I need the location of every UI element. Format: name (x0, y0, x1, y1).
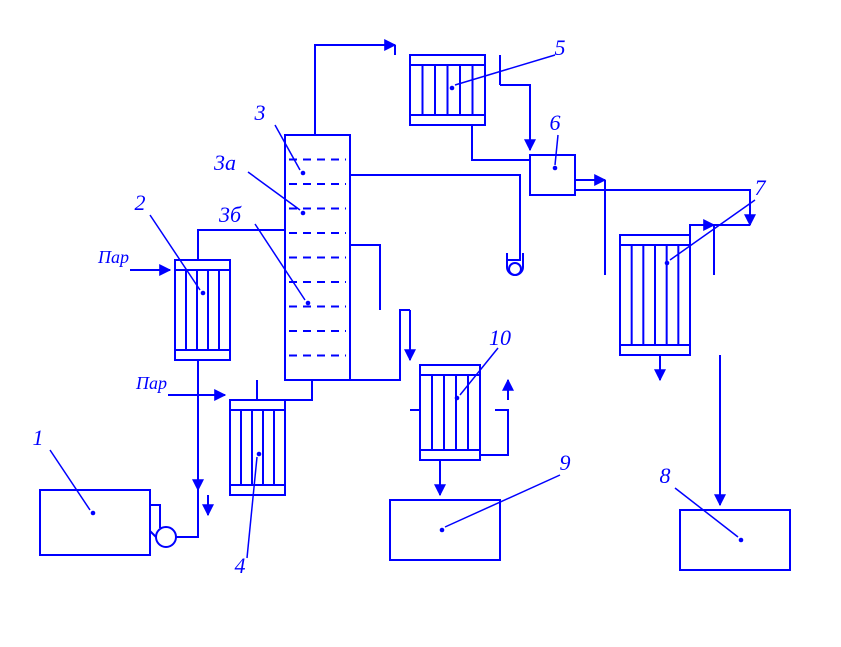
connector (350, 310, 410, 380)
connector (176, 360, 198, 537)
leader-dot-n2 (201, 291, 206, 296)
leader-dot-n7 (665, 261, 670, 266)
leader-dot-n1 (91, 511, 96, 516)
label-n2: 2 (135, 190, 146, 215)
label-n9: 9 (560, 450, 571, 475)
tank8 (680, 510, 790, 570)
leader-dot-n8 (739, 538, 744, 543)
label-n8: 8 (660, 463, 671, 488)
connector (350, 245, 380, 310)
connector (575, 190, 750, 225)
leader-dot-n3a (301, 211, 306, 216)
connector (315, 45, 395, 135)
leader-dot-n4 (257, 452, 262, 457)
hx2 (175, 260, 230, 360)
hx5 (410, 55, 485, 125)
pump (150, 527, 176, 547)
connector (350, 175, 520, 260)
connector (500, 85, 530, 150)
process-flow-diagram: 1 2 3 3а 3б 4 5 6 7 8 9 10 Пар Пар (0, 0, 841, 647)
label-n3: 3 (254, 100, 266, 125)
leader-dot-n3b (306, 301, 311, 306)
hx4 (230, 400, 285, 495)
leader-dot-n9 (440, 528, 445, 533)
connector (198, 230, 285, 260)
label-par2: Пар (135, 373, 167, 393)
label-par1: Пар (97, 247, 129, 267)
hx10 (420, 365, 480, 460)
equipment-layer (40, 55, 790, 570)
connector (150, 505, 160, 528)
label-n5: 5 (555, 35, 566, 60)
label-n10: 10 (489, 325, 511, 350)
leader-dot-n5 (450, 86, 455, 91)
label-n3a: 3а (213, 150, 236, 175)
label-n6: 6 (550, 110, 561, 135)
leader-dot-n10 (455, 396, 460, 401)
label-n1: 1 (33, 425, 44, 450)
leader-dot-n6 (553, 166, 558, 171)
connector (257, 380, 312, 400)
label-n3b: 3б (218, 202, 242, 227)
leader-line-n7 (670, 200, 755, 260)
box6 (530, 155, 575, 195)
column3 (285, 135, 350, 380)
leader-dot-n3 (301, 171, 306, 176)
label-n7: 7 (755, 175, 767, 200)
label-n4: 4 (235, 553, 246, 578)
tank1 (40, 490, 150, 555)
connector (690, 225, 714, 235)
